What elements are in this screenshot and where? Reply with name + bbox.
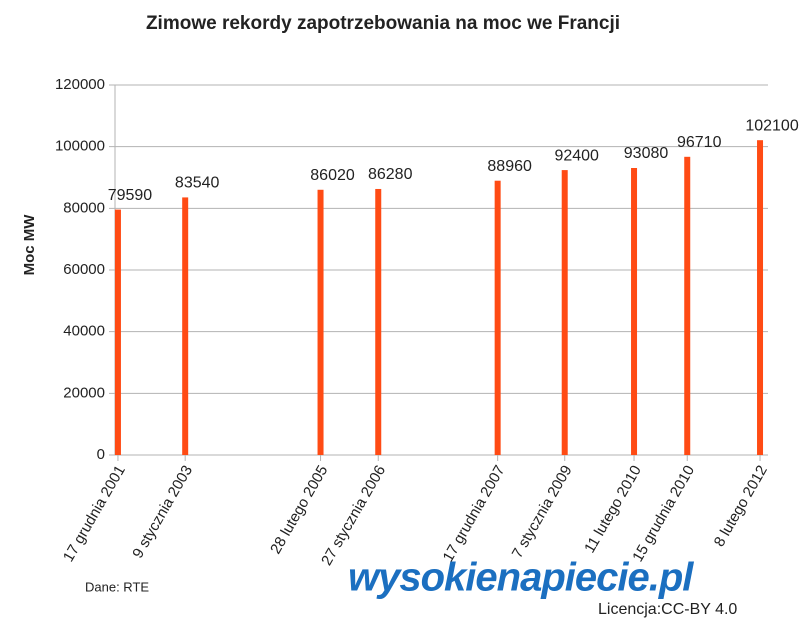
bar xyxy=(375,188,382,455)
bar xyxy=(561,170,568,455)
y-tick-label: 0 xyxy=(97,446,105,463)
x-tick-label: 27 stycznia 2006 xyxy=(318,462,389,568)
value-label: 83540 xyxy=(175,175,220,192)
y-tick-label: 40000 xyxy=(63,323,105,340)
value-label: 79590 xyxy=(108,187,153,204)
y-tick-label: 20000 xyxy=(63,384,105,401)
x-tick-label: 17 grudnia 2007 xyxy=(440,462,509,564)
bar xyxy=(631,168,638,455)
bar xyxy=(317,189,324,455)
y-tick-label: 60000 xyxy=(63,261,105,278)
value-label: 96710 xyxy=(677,134,722,151)
value-label: 102100 xyxy=(745,117,798,134)
value-label: 86020 xyxy=(310,167,355,184)
logo: wysokienapiecie.pl xyxy=(348,556,694,600)
x-tick-label: 9 stycznia 2003 xyxy=(129,462,196,561)
y-axis-label: Moc MW xyxy=(21,214,38,276)
license-note: Licencja:CC-BY 4.0 xyxy=(598,601,737,618)
bar xyxy=(684,156,691,455)
y-tick-label: 80000 xyxy=(63,199,105,216)
value-label: 88960 xyxy=(487,158,532,175)
bar xyxy=(114,209,121,455)
y-tick-label: 100000 xyxy=(55,138,105,155)
value-label: 86280 xyxy=(368,166,413,183)
x-tick-label: 7 stycznia 2009 xyxy=(509,462,576,561)
value-label: 92400 xyxy=(554,147,599,164)
bar xyxy=(757,140,764,456)
source-note: Dane: RTE xyxy=(85,579,149,594)
x-tick-label: 17 grudnia 2001 xyxy=(60,462,129,564)
bar xyxy=(494,180,501,455)
x-tick-label: 8 lutego 2012 xyxy=(711,462,771,549)
bar xyxy=(182,197,189,455)
x-tick-label: 28 lutego 2005 xyxy=(267,462,331,556)
y-tick-label: 120000 xyxy=(55,76,105,93)
chart-title: Zimowe rekordy zapotrzebowania na moc we… xyxy=(146,13,620,34)
x-tick-label: 11 lutego 2010 xyxy=(581,462,645,556)
value-label: 93080 xyxy=(624,145,669,162)
